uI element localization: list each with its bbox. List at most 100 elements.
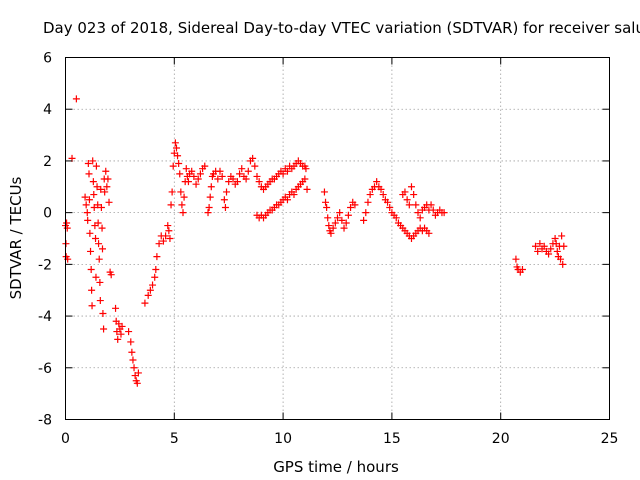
data-point [85,196,93,204]
data-point [329,224,337,232]
data-point [103,183,111,191]
data-point [344,211,352,219]
data-point [92,235,100,242]
data-point [192,180,200,188]
data-point [255,178,263,186]
data-point [151,273,159,281]
data-point [92,162,100,170]
x-tick-label: 0 [61,431,70,447]
data-point [87,266,95,274]
data-point [342,219,350,227]
y-tick-label: 6 [43,51,52,67]
data-point [553,247,561,255]
data-point [177,188,185,196]
data-point [201,162,209,170]
data-point [125,328,133,336]
data-point [93,183,101,191]
x-tick-label: 10 [274,431,292,447]
data-point [362,209,370,217]
data-point [242,175,250,183]
data-point [176,170,184,178]
data-point [86,229,94,237]
x-tick-label: 25 [601,431,619,447]
data-point [153,253,161,261]
data-point [302,165,310,173]
data-point [384,198,392,206]
data-point [220,196,228,204]
data-point [112,304,120,312]
data-point [188,167,196,175]
data-point [130,364,138,372]
plot-frame [65,57,610,420]
data-point [95,255,103,263]
x-axis-label: GPS time / hours [273,458,399,476]
data-point [196,170,204,178]
data-point [85,170,93,178]
data-point [84,216,92,224]
data-point [104,175,112,183]
data-point [144,291,152,299]
data-point [97,185,105,193]
data-point [184,178,192,186]
data-point [102,167,110,175]
data-point [63,224,71,232]
data-point [412,201,420,209]
x-tick-label: 20 [492,431,510,447]
data-point [366,191,374,199]
data-point [159,237,167,245]
data-point [336,209,344,217]
data-point [440,209,448,217]
data-point [551,235,559,242]
data-point [88,302,96,310]
y-tick-label: -4 [38,309,52,325]
data-point [149,281,157,289]
data-point [99,309,107,317]
data-point [392,214,400,222]
data-point [94,201,102,209]
data-point [194,175,202,183]
data-point [105,198,113,206]
data-point [162,232,170,240]
data-point [290,191,298,199]
chart-title: Day 023 of 2018, Sidereal Day-to-day VTE… [43,19,640,37]
data-point [377,185,385,193]
data-point [83,209,91,217]
data-point [351,201,359,209]
data-point [117,330,125,338]
data-point [429,206,437,214]
data-point [416,214,424,222]
data-point [340,224,348,232]
data-point [141,299,149,307]
data-point [118,322,126,330]
data-point [174,152,182,160]
x-tick-label: 5 [170,431,179,447]
data-point [96,278,104,286]
data-point [322,198,330,206]
data-point [166,235,174,242]
data-point [164,222,172,230]
data-point [101,188,109,196]
data-point [253,172,261,180]
data-point [175,160,183,168]
data-point [63,219,71,227]
data-point [425,229,433,237]
data-point [534,247,542,255]
data-point [129,356,137,364]
y-tick-label: -6 [38,361,52,377]
data-point [114,335,122,343]
data-point [90,191,98,199]
data-point [87,247,95,255]
data-point [401,188,409,196]
data-point [168,188,176,196]
data-point [283,196,291,204]
data-point [179,209,187,217]
data-point [518,266,526,274]
data-point [167,201,175,209]
y-tick-label: 2 [43,154,52,170]
data-point [327,229,335,237]
data-point [414,209,422,217]
data-point [236,170,244,178]
data-point [89,157,97,165]
y-tick-label: -8 [38,413,52,429]
